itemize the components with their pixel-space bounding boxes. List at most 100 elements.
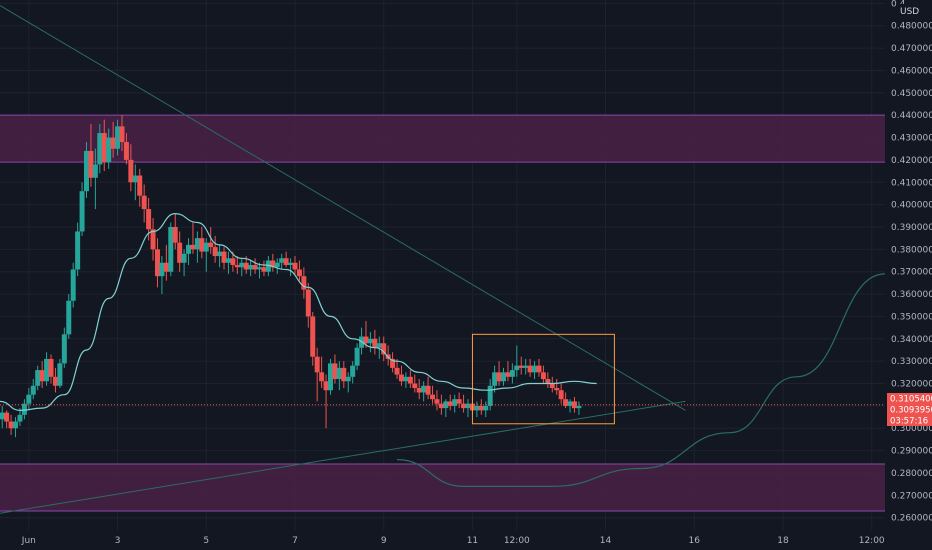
candle-body-45 xyxy=(199,238,204,251)
candle-body-5 xyxy=(22,404,27,415)
price-tick-8: 0.41000000 xyxy=(891,178,932,188)
candle-body-9 xyxy=(40,370,45,381)
candle-body-119 xyxy=(528,366,533,373)
candle-body-28 xyxy=(124,142,129,160)
candle-body-110 xyxy=(488,386,493,406)
candle-body-46 xyxy=(204,243,209,252)
time-tick-9: 18 xyxy=(777,536,789,546)
candle-body-33 xyxy=(146,209,151,229)
candle-body-75 xyxy=(332,363,337,379)
candle-body-52 xyxy=(230,258,235,265)
candle-body-36 xyxy=(159,263,164,276)
candle-body-51 xyxy=(226,258,231,262)
candle-body-91 xyxy=(403,377,408,381)
price-tick-23: 0.26000000 xyxy=(891,514,932,524)
candle-body-50 xyxy=(222,252,227,263)
candle-body-4 xyxy=(17,415,22,422)
candle-body-114 xyxy=(505,372,510,376)
candle-body-117 xyxy=(519,366,524,368)
price-tick-6: 0.43000000 xyxy=(891,134,932,144)
candle-body-25 xyxy=(111,138,116,149)
zone-1 xyxy=(0,464,885,511)
candle-body-116 xyxy=(514,366,519,370)
candle-body-62 xyxy=(275,263,280,267)
candle-body-126 xyxy=(559,390,564,399)
candle-body-112 xyxy=(497,372,502,381)
price-tick-14: 0.35000000 xyxy=(891,312,932,322)
candle-body-122 xyxy=(541,372,546,379)
candle-body-11 xyxy=(49,359,54,377)
price-tick-12: 0.37000000 xyxy=(891,268,932,278)
candle-body-29 xyxy=(128,160,133,182)
price-tick-5: 0.44000000 xyxy=(891,111,932,121)
candle-body-123 xyxy=(545,379,550,383)
zone-0 xyxy=(0,115,885,162)
candle-body-71 xyxy=(315,357,320,373)
price-tick-13: 0.36000000 xyxy=(891,290,932,300)
candle-body-124 xyxy=(550,384,555,388)
candle-body-0 xyxy=(0,413,5,420)
candle-body-32 xyxy=(142,196,147,209)
candle-body-8 xyxy=(35,370,40,386)
time-tick-0: Jun xyxy=(21,536,36,546)
candle-body-15 xyxy=(66,301,71,335)
price-tick-10: 0.39000000 xyxy=(891,223,932,233)
price-tick-3: 0.46000000 xyxy=(891,66,932,76)
countdown-tag: 03:57:16 xyxy=(890,417,928,427)
time-tick-1: 3 xyxy=(115,536,121,546)
candle-body-44 xyxy=(195,238,200,249)
candle-body-31 xyxy=(137,176,142,196)
candle-body-74 xyxy=(328,363,333,390)
time-tick-4: 9 xyxy=(381,536,387,546)
candle-body-98 xyxy=(434,399,439,403)
candle-body-84 xyxy=(372,339,377,348)
candle-body-76 xyxy=(337,368,342,379)
candle-body-65 xyxy=(288,263,293,265)
candle-body-2 xyxy=(9,422,14,429)
candle-body-78 xyxy=(346,377,351,381)
price-tick-15: 0.34000000 xyxy=(891,335,932,345)
candle-body-49 xyxy=(217,252,222,256)
candle-body-64 xyxy=(284,258,289,265)
candle-body-17 xyxy=(75,231,80,269)
candle-body-39 xyxy=(173,227,178,243)
candle-body-57 xyxy=(253,265,258,269)
candle-body-120 xyxy=(532,366,537,373)
candle-body-48 xyxy=(213,247,218,256)
candle-body-6 xyxy=(26,395,31,404)
time-tick-8: 16 xyxy=(689,536,701,546)
candle-body-80 xyxy=(355,348,360,366)
candle-body-30 xyxy=(133,176,138,183)
price-tick-16: 0.33000000 xyxy=(891,357,932,367)
candle-body-113 xyxy=(501,372,506,381)
candle-body-38 xyxy=(168,227,173,272)
candle-body-107 xyxy=(474,406,479,410)
candle-body-26 xyxy=(115,126,120,148)
candle-body-83 xyxy=(368,339,373,343)
candle-body-89 xyxy=(395,368,400,375)
price-tick-4: 0.45000000 xyxy=(891,89,932,99)
currency-label[interactable]: USD xyxy=(900,7,919,17)
candle-body-111 xyxy=(492,372,497,385)
candle-body-53 xyxy=(235,265,240,267)
price-tick-21: 0.28000000 xyxy=(891,469,932,479)
candle-body-18 xyxy=(80,191,85,231)
candle-body-54 xyxy=(239,263,244,267)
candle-body-23 xyxy=(102,133,107,162)
candle-body-16 xyxy=(71,269,76,300)
candle-body-79 xyxy=(350,366,355,377)
candle-body-90 xyxy=(399,375,404,382)
price-tick-17: 0.32000000 xyxy=(891,380,932,390)
candle-body-24 xyxy=(106,138,111,163)
candle-body-121 xyxy=(536,366,541,373)
candle-body-35 xyxy=(155,249,160,276)
candle-body-59 xyxy=(261,267,266,271)
candle-body-37 xyxy=(164,263,169,272)
candle-body-42 xyxy=(186,245,191,254)
price-tick-7: 0.42000000 xyxy=(891,156,932,166)
candle-body-67 xyxy=(297,269,302,276)
price-tick-9: 0.40000000 xyxy=(891,201,932,211)
